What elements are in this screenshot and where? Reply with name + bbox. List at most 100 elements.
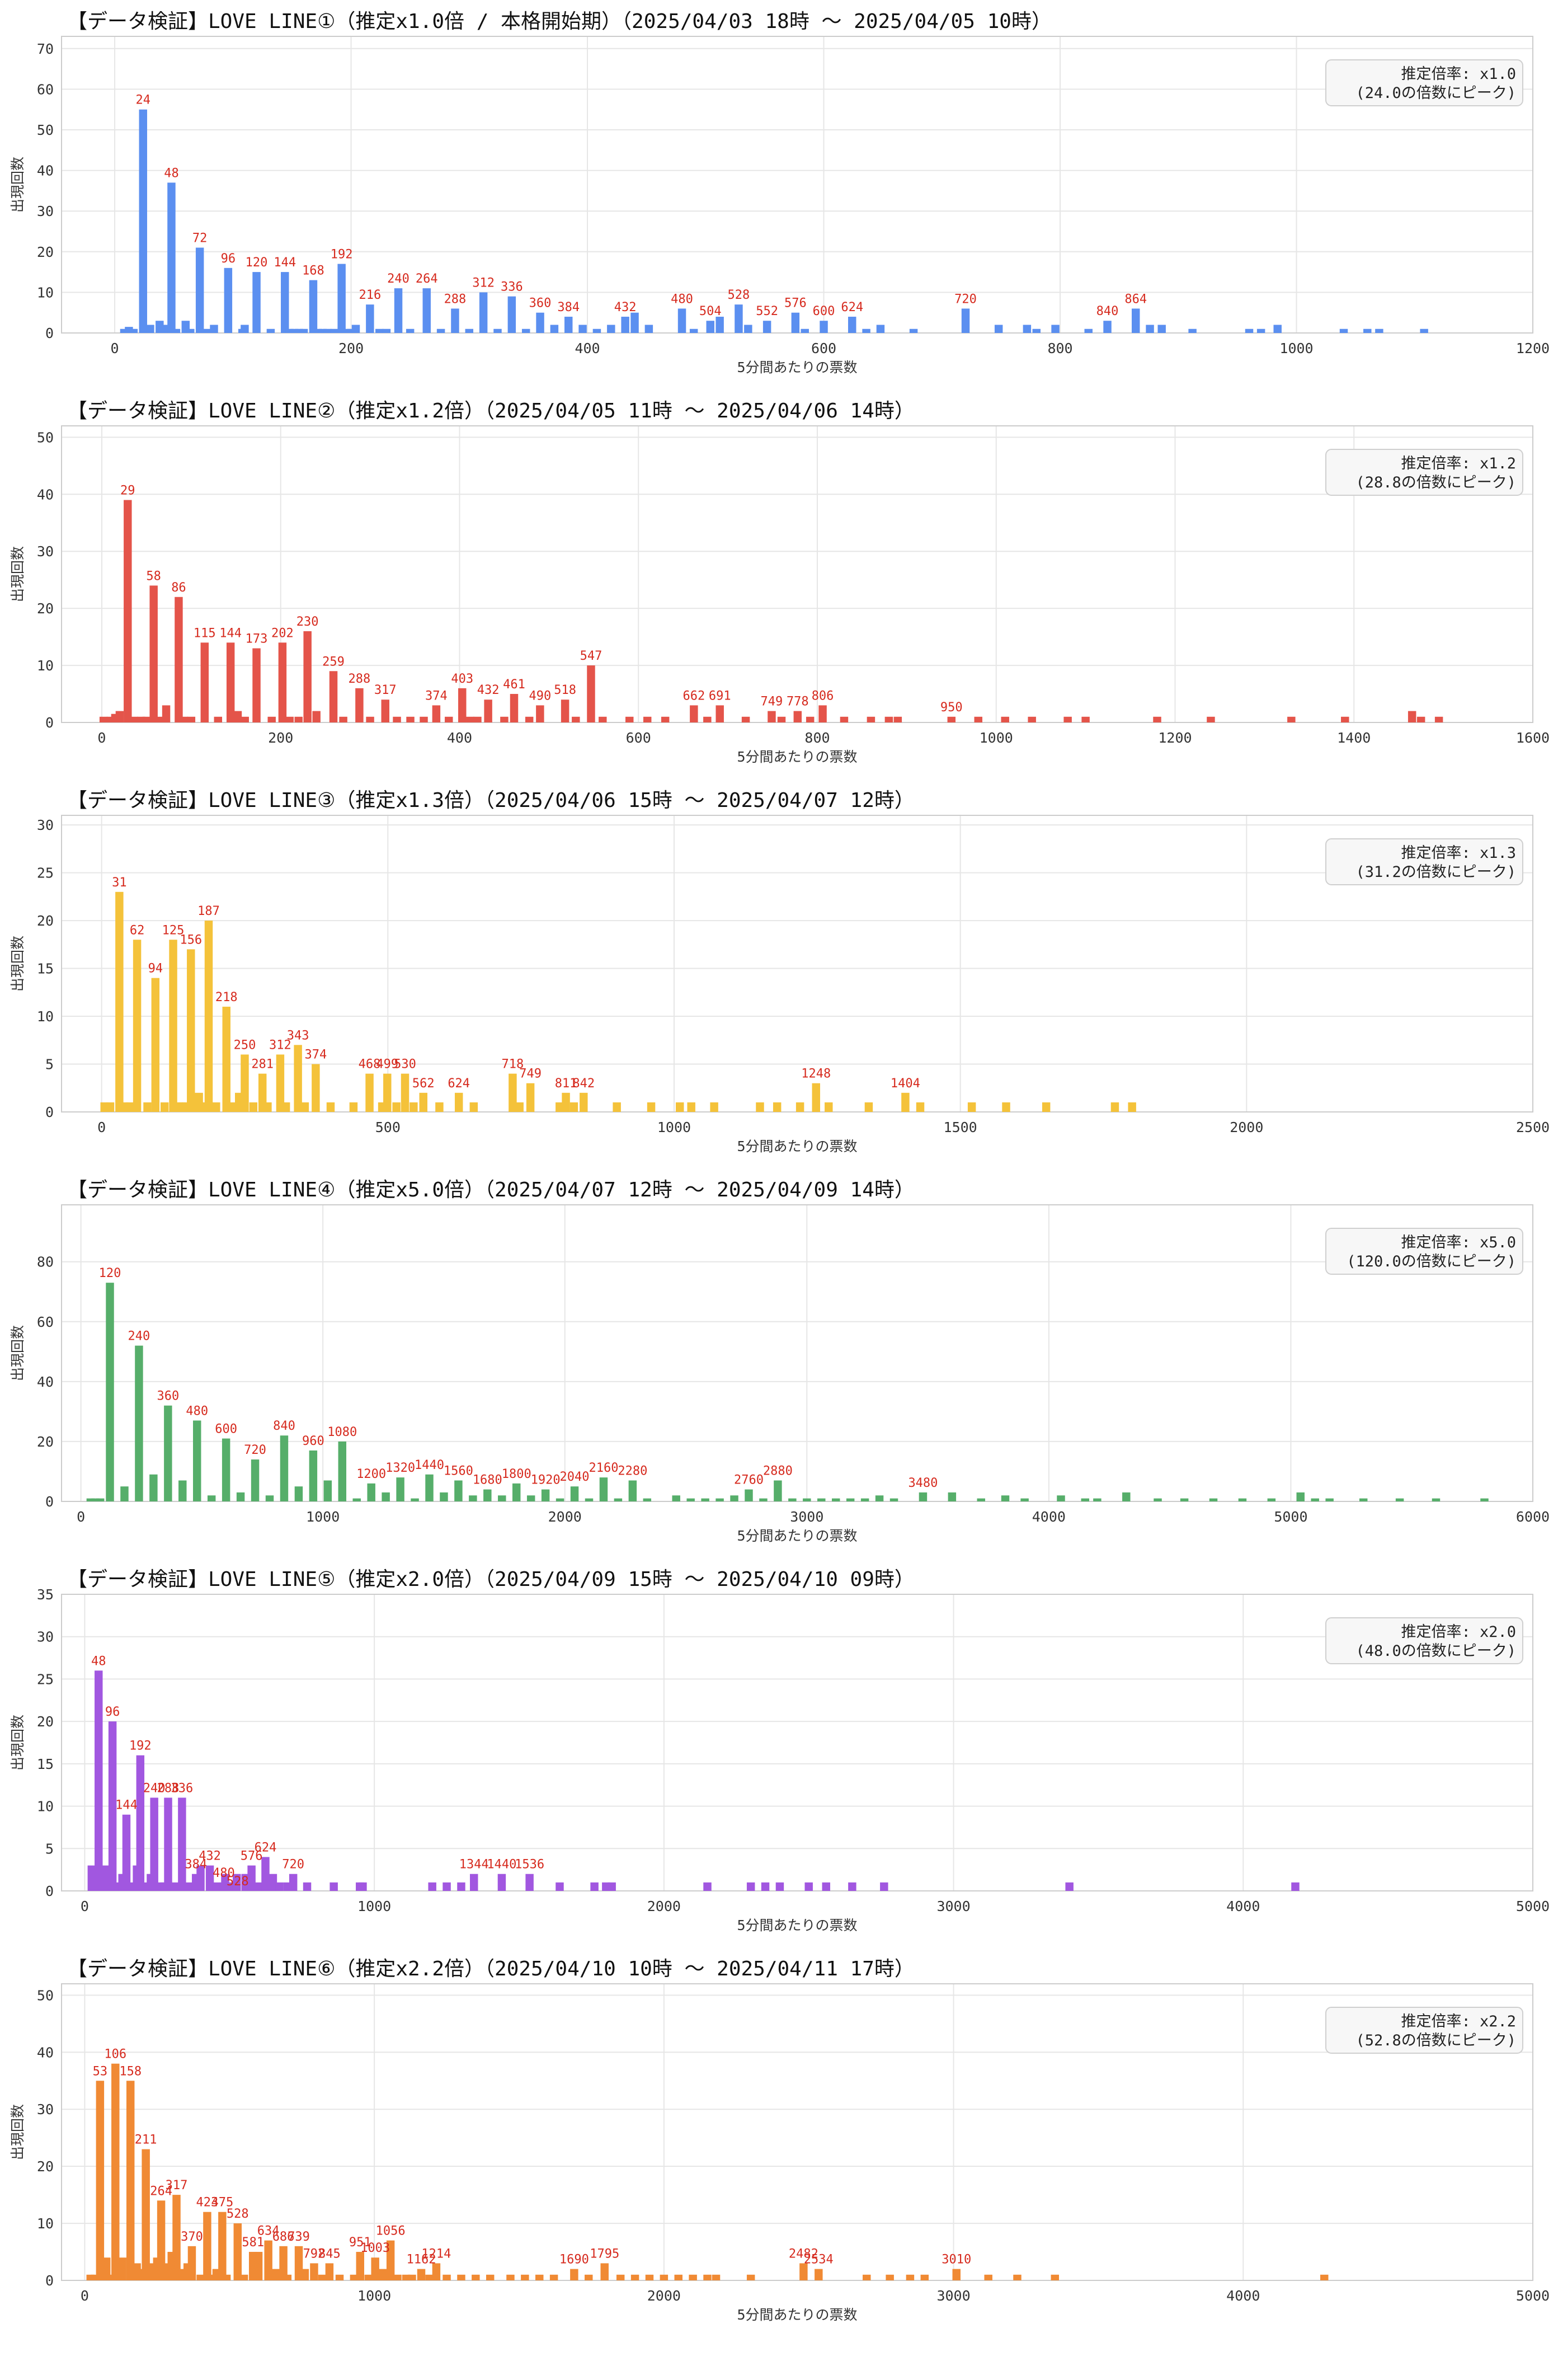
bar — [457, 2274, 465, 2280]
bar — [521, 328, 530, 333]
bar — [788, 1498, 797, 1501]
bar — [300, 1102, 309, 1112]
chart-panel-2: 【データ検証】LOVE LINE②（推定x1.2倍）（2025/04/05 11… — [0, 389, 1558, 779]
bar — [1042, 1102, 1051, 1112]
y-tick-label: 10 — [37, 2215, 54, 2232]
bar — [746, 2274, 755, 2280]
bar — [130, 716, 138, 722]
bar — [265, 1495, 274, 1501]
peak-label: 1056 — [376, 2224, 406, 2238]
bar — [351, 325, 360, 333]
bar — [756, 1102, 764, 1112]
peak-label: 840 — [1096, 304, 1119, 318]
y-axis-label: 出現回数 — [10, 157, 26, 213]
bar — [525, 716, 534, 722]
bar — [473, 716, 482, 722]
bar — [1245, 328, 1254, 333]
bar — [1028, 716, 1036, 722]
bar — [599, 1477, 608, 1501]
bar — [550, 325, 559, 333]
bar — [314, 328, 322, 333]
bar — [703, 716, 712, 722]
bar — [251, 1459, 260, 1501]
bar — [254, 1882, 263, 1891]
bar — [285, 716, 294, 722]
peak-label: 187 — [197, 904, 220, 918]
bar — [469, 1495, 477, 1501]
bar — [115, 711, 124, 722]
bar — [710, 1102, 718, 1112]
bar — [149, 1474, 158, 1501]
peak-label: 1800 — [502, 1467, 531, 1481]
bar — [1207, 716, 1215, 722]
y-tick-label: 35 — [37, 1586, 54, 1603]
bar — [294, 2246, 303, 2280]
bar — [889, 1498, 898, 1501]
bar — [1408, 711, 1416, 722]
bar — [906, 2274, 915, 2280]
bar — [432, 705, 441, 722]
peak-label: 432 — [477, 683, 500, 697]
chart-panel-6: 【データ検証】LOVE LINE⑥（推定x2.2倍）（2025/04/10 10… — [0, 1947, 1558, 2337]
peak-label: 24 — [136, 93, 151, 107]
bar — [621, 316, 629, 333]
bar — [151, 978, 160, 1112]
bar — [759, 1498, 768, 1501]
peak-label: 1440 — [487, 1858, 516, 1872]
peak-label: 288 — [444, 292, 467, 306]
y-axis-label: 出現回数 — [10, 546, 26, 602]
peak-label: 106 — [104, 2048, 126, 2062]
bar — [947, 716, 956, 722]
bar — [893, 716, 902, 722]
bar — [818, 705, 827, 722]
bar — [185, 1882, 194, 1891]
bar — [276, 1054, 285, 1112]
bar — [952, 2269, 961, 2280]
x-tick-label: 2000 — [548, 1509, 582, 1525]
bar — [118, 2257, 126, 2280]
peak-label: 490 — [529, 689, 551, 703]
peak-label: 624 — [255, 1841, 277, 1855]
bar — [535, 2274, 544, 2280]
bar — [241, 1874, 250, 1891]
peak-label: 634 — [257, 2224, 280, 2238]
bar — [443, 2274, 451, 2280]
bar — [203, 2212, 211, 2280]
chart-svg: 【データ検証】LOVE LINE①（推定x1.0倍 / 本格開始期）（2025/… — [10, 10, 1550, 375]
bar — [585, 2274, 593, 2280]
bar — [236, 1492, 245, 1501]
bar — [125, 327, 133, 333]
bar — [285, 328, 294, 333]
bar — [1420, 328, 1428, 333]
chart-svg: 【データ検証】LOVE LINE④（推定x5.0倍）（2025/04/07 12… — [10, 1179, 1550, 1544]
bar — [1432, 1498, 1441, 1501]
bar — [507, 296, 516, 333]
bar — [359, 1882, 367, 1891]
bar — [730, 1495, 738, 1501]
bar — [1416, 716, 1425, 722]
bar — [465, 328, 474, 333]
peak-label: 528 — [227, 1875, 249, 1889]
bar — [493, 328, 502, 333]
bar — [864, 1102, 873, 1112]
bar — [195, 247, 204, 333]
peak-label: 317 — [166, 2179, 188, 2193]
peak-label: 720 — [954, 292, 977, 306]
bar — [572, 716, 580, 722]
bar — [1267, 1498, 1276, 1501]
bar — [330, 1882, 338, 1891]
chart-title: 【データ検証】LOVE LINE④（推定x5.0倍）（2025/04/07 12… — [67, 1179, 915, 1201]
bar — [793, 711, 802, 722]
x-tick-label: 800 — [1047, 340, 1072, 356]
x-tick-label: 5000 — [1516, 1898, 1550, 1914]
y-axis-label: 出現回数 — [10, 1325, 26, 1381]
bar — [791, 312, 800, 333]
peak-label: 624 — [448, 1077, 470, 1091]
bar — [1341, 716, 1349, 722]
bar — [1395, 1498, 1404, 1501]
bar — [536, 312, 544, 333]
bar — [625, 716, 634, 722]
peak-label: 504 — [699, 304, 722, 318]
bar — [239, 2274, 248, 2280]
bar — [401, 1073, 409, 1112]
